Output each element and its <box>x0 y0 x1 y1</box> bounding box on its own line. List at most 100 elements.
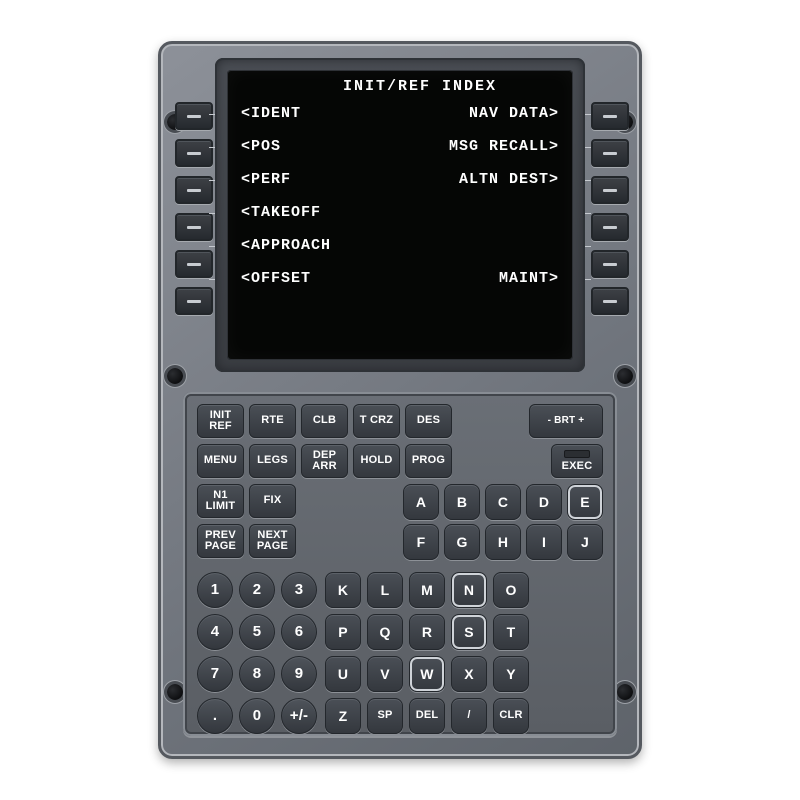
key-hold[interactable]: HOLD <box>353 444 400 478</box>
exec-button[interactable]: EXEC <box>551 444 603 478</box>
key-r[interactable]: R <box>409 614 445 650</box>
numpad: 123 456 789.0+/- <box>197 572 317 734</box>
crt-screen: INIT/REF INDEX <IDENTNAV DATA><POSMSG RE… <box>227 70 573 360</box>
key-n1-limit[interactable]: N1LIMIT <box>197 484 244 518</box>
key-del[interactable]: DEL <box>409 698 445 734</box>
key-b[interactable]: B <box>444 484 480 520</box>
crt-bezel: INIT/REF INDEX <IDENT NAV DATA> <POS MSG RE… <box>215 58 585 372</box>
crt-line-right: MAINT> <box>499 270 559 287</box>
key-prog[interactable]: PROG <box>405 444 452 478</box>
crt-line-2: <POS MSG RECALL> <box>241 130 559 163</box>
key-q[interactable]: Q <box>367 614 403 650</box>
key-des[interactable]: DES <box>405 404 452 438</box>
crt-line-left: <PERF <box>241 171 291 188</box>
crt-line-right: MSG RECALL> <box>449 138 559 155</box>
key-l[interactable]: L <box>367 572 403 608</box>
key-7[interactable]: 7 <box>197 656 233 692</box>
key-z[interactable]: Z <box>325 698 361 734</box>
key-rte[interactable]: RTE <box>249 404 296 438</box>
key-v[interactable]: V <box>367 656 403 692</box>
key-0[interactable]: 0 <box>239 698 275 734</box>
crt-line-right: ALTN DEST> <box>459 171 559 188</box>
crt-line-1: <IDENT NAV DATA> <box>241 97 559 130</box>
lsk-left-column <box>175 102 209 315</box>
crt-line-left: <APPROACH <box>241 237 331 254</box>
lsk-right-2[interactable] <box>591 139 629 167</box>
lsk-right-4[interactable] <box>591 213 629 241</box>
key-o[interactable]: O <box>493 572 529 608</box>
crt-line-3: <PERF ALTN DEST> <box>241 163 559 196</box>
key-prev-page[interactable]: PREVPAGE <box>197 524 244 558</box>
key-fix[interactable]: FIX <box>249 484 296 518</box>
key-init-ref[interactable]: INITREF <box>197 404 244 438</box>
key-3[interactable]: 3 <box>281 572 317 608</box>
key-w[interactable]: W <box>409 656 445 692</box>
key-g[interactable]: G <box>444 524 480 560</box>
exec-led <box>564 450 590 458</box>
key-f[interactable]: F <box>403 524 439 560</box>
key-2[interactable]: 2 <box>239 572 275 608</box>
key-h[interactable]: H <box>485 524 521 560</box>
lsk-right-6[interactable] <box>591 287 629 315</box>
crt-line-left: <IDENT <box>241 105 301 122</box>
key-c[interactable]: C <box>485 484 521 520</box>
key-sp[interactable]: SP <box>367 698 403 734</box>
key-clr[interactable]: CLR <box>493 698 529 734</box>
key-dot[interactable]: . <box>197 698 233 734</box>
brt-rocker[interactable]: - BRT + <box>529 404 603 438</box>
screw-hole <box>617 684 633 700</box>
key-4[interactable]: 4 <box>197 614 233 650</box>
lsk-right-3[interactable] <box>591 176 629 204</box>
key-legs[interactable]: LEGS <box>249 444 296 478</box>
key-a[interactable]: A <box>403 484 439 520</box>
key-1[interactable]: 1 <box>197 572 233 608</box>
key-6[interactable]: 6 <box>281 614 317 650</box>
lsk-left-1[interactable] <box>175 102 213 130</box>
crt-line-left: <OFFSET <box>241 270 311 287</box>
lsk-right-5[interactable] <box>591 250 629 278</box>
crt-line-left: <TAKEOFF <box>241 204 321 221</box>
keyboard: INITREFRTECLBT CRZDES - BRT + MENULEGSDE… <box>183 392 617 736</box>
key-n[interactable]: N <box>451 572 487 608</box>
lsk-right-column <box>591 102 625 315</box>
key-e[interactable]: E <box>567 484 603 520</box>
lsk-left-4[interactable] <box>175 213 213 241</box>
key-u[interactable]: U <box>325 656 361 692</box>
lsk-left-5[interactable] <box>175 250 213 278</box>
key-9[interactable]: 9 <box>281 656 317 692</box>
key-menu[interactable]: MENU <box>197 444 244 478</box>
key-next-page[interactable]: NEXTPAGE <box>249 524 296 558</box>
key-k[interactable]: K <box>325 572 361 608</box>
key-j[interactable]: J <box>567 524 603 560</box>
key-x[interactable]: X <box>451 656 487 692</box>
key-5[interactable]: 5 <box>239 614 275 650</box>
lsk-right-1[interactable] <box>591 102 629 130</box>
key-t-crz[interactable]: T CRZ <box>353 404 400 438</box>
key-m[interactable]: M <box>409 572 445 608</box>
lsk-left-2[interactable] <box>175 139 213 167</box>
key-plusminus[interactable]: +/- <box>281 698 317 734</box>
key-p[interactable]: P <box>325 614 361 650</box>
lsk-left-6[interactable] <box>175 287 213 315</box>
alpha-pad: KLMNO PQRST UVWXY ZSPDEL/CLR <box>325 572 529 734</box>
exec-label: EXEC <box>562 461 593 473</box>
key-t[interactable]: T <box>493 614 529 650</box>
display-and-lsk: INIT/REF INDEX <IDENT NAV DATA> <POS MSG RE… <box>173 58 627 372</box>
fmc-cdu-unit: INIT/REF INDEX <IDENTNAV DATA><POSMSG RE… <box>158 41 642 759</box>
lsk-left-3[interactable] <box>175 176 213 204</box>
crt-line-left: <POS <box>241 138 281 155</box>
key-y[interactable]: Y <box>493 656 529 692</box>
key-slash[interactable]: / <box>451 698 487 734</box>
key-s[interactable]: S <box>451 614 487 650</box>
page-title: INIT/REF INDEX <box>261 78 579 95</box>
crt-line-4: <TAKEOFF <box>241 196 559 229</box>
crt-line-5: <APPROACH <box>241 229 559 262</box>
crt-line-6: <OFFSET MAINT> <box>241 262 559 295</box>
key-dep-arr[interactable]: DEPARR <box>301 444 348 478</box>
key-d[interactable]: D <box>526 484 562 520</box>
key-i[interactable]: I <box>526 524 562 560</box>
crt-line-right: NAV DATA> <box>469 105 559 122</box>
key-8[interactable]: 8 <box>239 656 275 692</box>
screw-hole <box>167 684 183 700</box>
key-clb[interactable]: CLB <box>301 404 348 438</box>
